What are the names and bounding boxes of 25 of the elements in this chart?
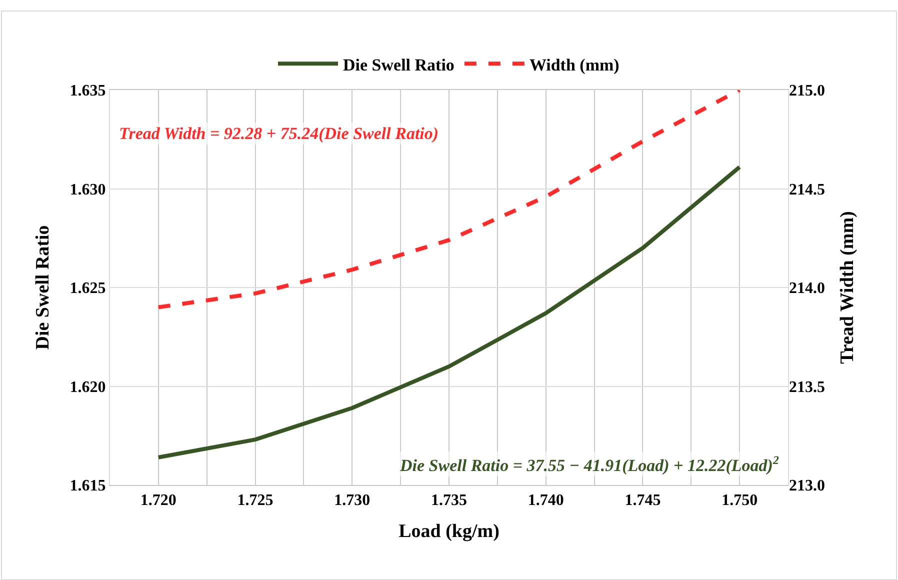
y-tick-label: 1.635 — [70, 82, 106, 100]
x-axis-title: Load (kg/m) — [398, 521, 500, 542]
legend-label: Die Swell Ratio — [343, 55, 454, 74]
x-tick-label: 1.745 — [624, 492, 661, 510]
y2-axis-title: Tread Width (mm) — [836, 211, 858, 364]
line-series — [156, 165, 742, 460]
y2-tick-label: 214.5 — [789, 181, 825, 198]
x-tick-label: 1.750 — [722, 492, 758, 510]
y2-tick-label: 215.0 — [789, 82, 825, 100]
x-tick-label: 1.735 — [431, 492, 467, 510]
annotation: Tread Width = 92.28 + 75.24(Die Swell Ratio) — [119, 124, 439, 143]
x-tick-label: 1.720 — [140, 492, 176, 510]
legend-label: Width (mm) — [529, 55, 620, 74]
y2-tick-label: 214.0 — [789, 280, 825, 298]
x-tick-label: 1.730 — [334, 492, 370, 510]
y-tick-label: 1.625 — [70, 280, 106, 298]
y-axis-title: Die Swell Ratio — [32, 225, 54, 350]
x-tick-label: 1.725 — [237, 492, 274, 510]
x-tick-label: 1.740 — [528, 492, 564, 510]
annotation: Die Swell Ratio = 37.55 − 41.91(Load) + 12.22(Load)$^{2}$ — [399, 453, 779, 476]
y2-tick-label: 213.0 — [789, 478, 825, 495]
y2-tick-label: 213.5 — [789, 378, 825, 396]
y-tick-label: 1.615 — [70, 478, 106, 495]
y-tick-label: 1.630 — [70, 181, 106, 198]
y-tick-label: 1.620 — [70, 378, 106, 396]
